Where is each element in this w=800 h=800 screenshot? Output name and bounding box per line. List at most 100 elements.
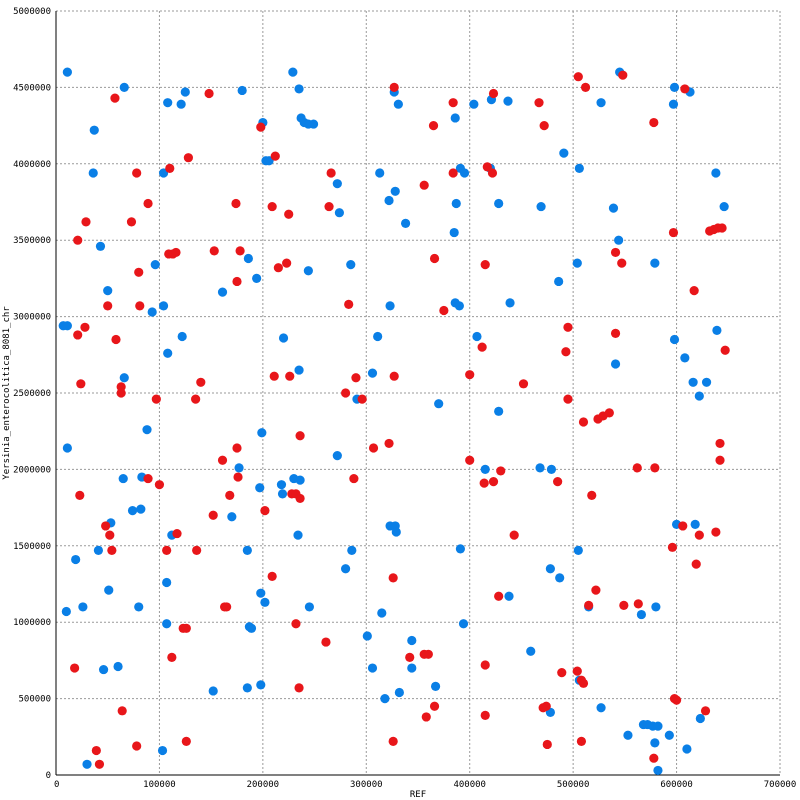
data-point-series-2 <box>341 388 351 398</box>
data-point-series-2 <box>563 394 573 404</box>
data-point-series-2 <box>75 490 85 500</box>
data-point-series-1 <box>62 443 72 453</box>
data-points <box>58 67 730 776</box>
data-point-series-1 <box>407 663 417 673</box>
data-point-series-1 <box>255 483 265 493</box>
data-point-series-2 <box>448 168 458 178</box>
data-point-series-1 <box>574 163 584 173</box>
data-point-series-2 <box>91 745 101 756</box>
data-point-series-1 <box>176 99 186 109</box>
data-point-series-1 <box>669 334 680 345</box>
data-point-series-2 <box>103 301 113 311</box>
data-point-series-1 <box>177 331 187 342</box>
data-point-series-1 <box>719 201 729 212</box>
data-point-series-2 <box>143 198 153 209</box>
data-point-series-2 <box>477 342 487 352</box>
data-point-series-2 <box>282 258 292 268</box>
data-point-series-1 <box>385 301 395 311</box>
data-point-series-1 <box>380 694 390 704</box>
data-point-series-1 <box>434 399 444 409</box>
data-point-series-2 <box>349 473 359 484</box>
data-point-series-2 <box>667 542 678 552</box>
data-point-series-1 <box>650 258 660 268</box>
data-point-series-1 <box>391 527 401 537</box>
data-point-series-2 <box>273 263 283 273</box>
x-tick-label: 700000 <box>764 780 797 790</box>
data-point-series-2 <box>578 678 589 688</box>
data-point-series-2 <box>448 98 458 108</box>
data-point-series-1 <box>332 179 342 189</box>
data-point-series-2 <box>633 599 643 609</box>
data-point-series-2 <box>694 530 704 540</box>
data-point-series-2 <box>181 736 191 746</box>
data-point-series-1 <box>407 635 417 646</box>
data-point-series-1 <box>61 606 71 617</box>
data-point-series-2 <box>267 201 277 212</box>
data-point-series-2 <box>711 527 721 537</box>
data-point-series-2 <box>488 88 499 99</box>
data-point-series-1 <box>480 464 490 474</box>
data-point-series-1 <box>217 287 228 297</box>
data-point-series-1 <box>256 680 266 690</box>
data-point-series-1 <box>504 591 514 601</box>
data-point-series-1 <box>95 241 106 251</box>
data-point-series-2 <box>617 258 627 268</box>
data-point-series-2 <box>231 198 241 209</box>
data-point-series-2 <box>604 408 614 418</box>
data-point-series-2 <box>680 84 690 94</box>
data-point-series-2 <box>225 490 235 500</box>
data-point-series-1 <box>711 168 721 178</box>
y-tick-label: 4500000 <box>13 83 51 93</box>
data-point-series-2 <box>715 455 725 465</box>
y-tick-label: 500000 <box>18 695 51 705</box>
data-point-series-1 <box>526 646 536 656</box>
data-point-series-1 <box>277 489 288 499</box>
data-point-series-2 <box>209 246 219 256</box>
data-point-series-1 <box>390 186 400 196</box>
data-point-series-2 <box>649 753 659 763</box>
data-point-series-1 <box>257 428 267 438</box>
data-point-series-1 <box>545 564 555 574</box>
data-point-series-2 <box>557 668 567 678</box>
data-point-series-2 <box>480 660 490 670</box>
data-point-series-1 <box>367 663 378 673</box>
data-point-series-2 <box>573 72 583 82</box>
data-point-series-2 <box>541 701 551 711</box>
grid <box>56 10 781 775</box>
data-point-series-2 <box>357 394 367 404</box>
data-point-series-1 <box>103 286 113 296</box>
data-point-series-2 <box>204 88 214 99</box>
data-point-series-1 <box>288 67 298 77</box>
y-tick-label: 3000000 <box>13 313 51 323</box>
data-point-series-2 <box>496 466 506 476</box>
data-point-series-2 <box>217 455 228 465</box>
data-point-series-1 <box>234 463 244 473</box>
data-point-series-1 <box>256 588 266 598</box>
data-point-series-2 <box>267 571 277 581</box>
data-point-series-1 <box>246 623 257 633</box>
data-point-series-2 <box>76 379 86 389</box>
data-point-series-2 <box>561 347 571 357</box>
data-point-series-1 <box>449 227 459 238</box>
data-point-series-2 <box>116 388 126 398</box>
data-point-series-1 <box>367 368 378 378</box>
data-point-series-1 <box>163 98 173 108</box>
data-point-series-2 <box>192 545 202 555</box>
data-point-series-1 <box>163 348 173 358</box>
data-point-series-1 <box>668 99 679 109</box>
data-point-series-1 <box>362 631 372 641</box>
data-point-series-1 <box>278 333 289 343</box>
data-point-series-1 <box>375 168 385 178</box>
data-point-series-1 <box>494 198 504 209</box>
data-point-series-1 <box>227 512 237 522</box>
data-point-series-2 <box>439 305 449 316</box>
data-point-series-1 <box>393 99 403 109</box>
data-point-series-1 <box>459 168 470 178</box>
data-point-series-1 <box>451 198 461 209</box>
data-point-series-2 <box>81 217 91 227</box>
data-point-series-2 <box>165 163 175 173</box>
data-point-series-2 <box>419 180 429 190</box>
data-point-series-2 <box>167 652 177 662</box>
data-point-series-2 <box>260 506 270 516</box>
